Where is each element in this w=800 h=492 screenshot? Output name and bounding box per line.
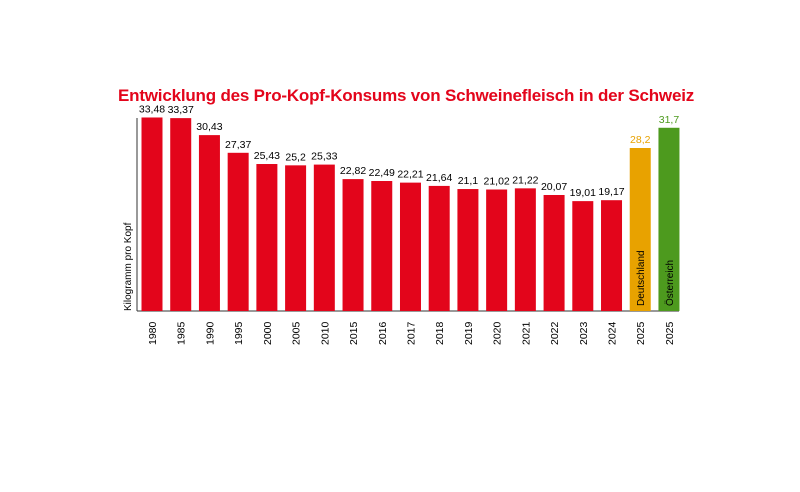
bar-2025-österreich bbox=[658, 127, 680, 311]
bar-2018 bbox=[428, 185, 450, 311]
value-label: 25,43 bbox=[254, 150, 280, 162]
value-label: 20,07 bbox=[541, 181, 567, 193]
value-label: 22,49 bbox=[369, 167, 395, 179]
value-label: 25,2 bbox=[285, 151, 306, 163]
bar-2017 bbox=[399, 182, 421, 311]
value-label: 21,1 bbox=[458, 175, 479, 187]
bar-2020 bbox=[486, 189, 508, 311]
bar-1980 bbox=[141, 117, 163, 312]
value-label: 33,37 bbox=[168, 104, 194, 116]
bar-inner-label: Deutschland bbox=[636, 250, 647, 306]
bar-1995 bbox=[227, 152, 249, 311]
value-label: 21,22 bbox=[512, 174, 538, 186]
value-label: 30,43 bbox=[196, 121, 222, 133]
value-label: 22,21 bbox=[397, 169, 423, 181]
value-label: 21,02 bbox=[483, 176, 509, 188]
x-tick-label: 2019 bbox=[463, 321, 475, 345]
value-label: 31,7 bbox=[659, 114, 680, 126]
x-tick-label: 2010 bbox=[319, 321, 331, 345]
x-tick-label: 1985 bbox=[176, 321, 188, 345]
x-tick-label: 2018 bbox=[434, 321, 446, 345]
x-tick-label: 2025 bbox=[664, 321, 676, 345]
x-tick-label: 2015 bbox=[348, 321, 360, 345]
bar-2023 bbox=[572, 201, 594, 311]
x-tick-label: 1995 bbox=[233, 321, 245, 345]
value-label: 19,17 bbox=[598, 186, 624, 198]
x-tick-label: 2024 bbox=[607, 321, 619, 345]
bar-2016 bbox=[371, 181, 393, 311]
x-tick-label: 2016 bbox=[377, 321, 389, 345]
x-tick-label: 2005 bbox=[291, 321, 303, 345]
x-tick-label: 2021 bbox=[520, 321, 532, 345]
bar-2025-deutschland bbox=[629, 148, 651, 311]
x-tick-label: 2025 bbox=[635, 321, 647, 345]
chart-title: Entwicklung des Pro-Kopf-Konsums von Sch… bbox=[118, 86, 695, 105]
value-label: 25,33 bbox=[311, 151, 337, 163]
x-tick-label: 2000 bbox=[262, 321, 274, 345]
bar-2010 bbox=[313, 164, 335, 311]
bar-2000 bbox=[256, 164, 278, 311]
bar-2005 bbox=[285, 165, 307, 311]
bar-2021 bbox=[514, 188, 536, 311]
x-tick-label: 2020 bbox=[492, 321, 504, 345]
x-tick-label: 1990 bbox=[204, 321, 216, 345]
value-label: 33,48 bbox=[139, 103, 165, 115]
x-tick-label: 2023 bbox=[578, 321, 590, 345]
y-axis-label: Kilogramm pro Kopf bbox=[123, 222, 134, 311]
value-label: 21,64 bbox=[426, 172, 452, 184]
x-tick-label: 2017 bbox=[405, 321, 417, 345]
bar-2022 bbox=[543, 194, 565, 311]
x-tick-label: 1980 bbox=[147, 321, 159, 345]
value-label: 28,2 bbox=[630, 134, 651, 146]
bar-inner-label: Österreich bbox=[664, 260, 676, 306]
bar-2015 bbox=[342, 179, 364, 311]
bar-2019 bbox=[457, 189, 479, 311]
value-label: 22,82 bbox=[340, 165, 366, 177]
value-label: 27,37 bbox=[225, 139, 251, 151]
bar-1990 bbox=[198, 135, 220, 311]
bar-1985 bbox=[170, 118, 192, 311]
x-tick-label: 2022 bbox=[549, 321, 561, 345]
value-label: 19,01 bbox=[570, 187, 596, 199]
bar-2024 bbox=[601, 200, 623, 311]
